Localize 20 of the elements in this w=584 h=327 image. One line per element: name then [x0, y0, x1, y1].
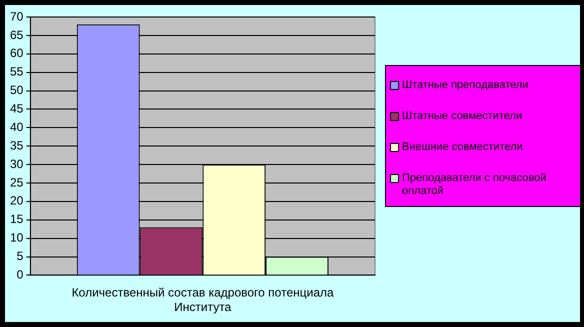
legend-label: Штатные преподаватели: [402, 79, 528, 92]
y-tick-label: 50: [10, 83, 24, 98]
y-tick-label: 55: [10, 64, 24, 79]
y-tick-label: 0: [16, 268, 24, 282]
x-tick-label: Количественный состав кадрового потенциала Института: [72, 286, 334, 314]
legend-label: Преподаватели с почасовой оплатой: [402, 172, 548, 198]
y-tick-label: 65: [10, 28, 24, 42]
y-tick-label: 40: [10, 120, 24, 134]
y-tick-label: 30: [10, 156, 24, 171]
y-tick-label: 25: [10, 175, 24, 190]
y-tick-label: 70: [10, 9, 24, 24]
y-tick-label: 45: [10, 102, 24, 116]
y-tick-label: 20: [10, 194, 24, 208]
y-tick-label: 15: [10, 212, 24, 226]
legend-label: Внешние совместители: [402, 141, 523, 154]
y-tick-label: 10: [10, 230, 24, 245]
y-tick-label: 35: [10, 138, 24, 152]
y-tick-label: 5: [16, 249, 24, 264]
y-tick-label: 60: [10, 46, 24, 60]
legend-label: Штатные совместители: [402, 110, 522, 123]
